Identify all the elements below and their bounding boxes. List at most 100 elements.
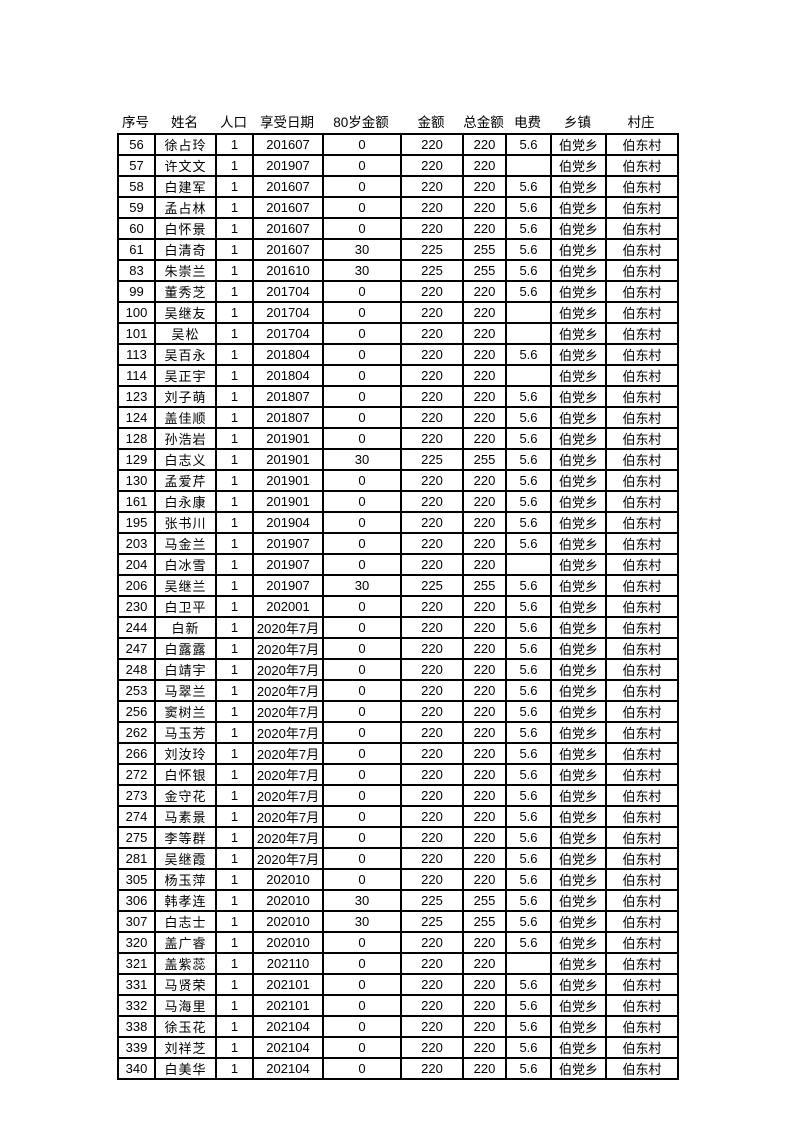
cell-age80_amount: 0 (322, 868, 402, 891)
cell-age80_amount: 0 (322, 385, 402, 408)
cell-population: 1 (215, 1036, 254, 1059)
cell-amount: 220 (400, 952, 464, 975)
cell-amount: 220 (400, 217, 464, 240)
cell-township: 伯党乡 (550, 742, 607, 765)
cell-village: 伯东村 (605, 490, 679, 513)
table-row: 101 吴松 1 201704 0 220 220 伯党乡 伯东村 (117, 322, 679, 345)
cell-township: 伯党乡 (550, 259, 607, 282)
cell-amount: 220 (400, 721, 464, 744)
cell-village: 伯东村 (605, 574, 679, 597)
cell-age80_amount: 0 (322, 931, 402, 954)
cell-age80_amount: 0 (322, 994, 402, 1017)
cell-serial: 124 (117, 406, 156, 429)
cell-population: 1 (215, 385, 254, 408)
table-row: 274 马素景 1 2020年7月 0 220 220 5.6 伯党乡 伯东村 (117, 805, 679, 828)
cell-name: 盖佳顺 (154, 406, 217, 429)
cell-amount: 220 (400, 322, 464, 345)
cell-serial: 244 (117, 616, 156, 639)
cell-total_amount: 220 (462, 385, 507, 408)
cell-electricity_fee: 5.6 (505, 385, 552, 408)
cell-township: 伯党乡 (550, 154, 607, 177)
cell-electricity_fee: 5.6 (505, 280, 552, 303)
cell-enjoy_date: 2020年7月 (252, 616, 324, 639)
table-row: 338 徐玉花 1 202104 0 220 220 5.6 伯党乡 伯东村 (117, 1015, 679, 1038)
cell-name: 马玉芳 (154, 721, 217, 744)
cell-electricity_fee (505, 364, 552, 387)
cell-township: 伯党乡 (550, 343, 607, 366)
cell-amount: 220 (400, 301, 464, 324)
cell-total_amount: 220 (462, 679, 507, 702)
table-row: 60 白怀景 1 201607 0 220 220 5.6 伯党乡 伯东村 (117, 217, 679, 240)
cell-amount: 220 (400, 511, 464, 534)
column-header-total-amount: 总金额 (463, 115, 504, 130)
cell-name: 马翠兰 (154, 679, 217, 702)
cell-serial: 58 (117, 175, 156, 198)
table-row: 123 刘子萌 1 201807 0 220 220 5.6 伯党乡 伯东村 (117, 385, 679, 408)
cell-serial: 247 (117, 637, 156, 660)
cell-amount: 220 (400, 133, 464, 156)
cell-serial: 206 (117, 574, 156, 597)
cell-electricity_fee: 5.6 (505, 1036, 552, 1059)
cell-enjoy_date: 201607 (252, 238, 324, 261)
cell-total_amount: 220 (462, 1015, 507, 1038)
column-header-age80-amount: 80岁金额 (333, 115, 389, 130)
cell-population: 1 (215, 406, 254, 429)
cell-amount: 220 (400, 658, 464, 681)
cell-total_amount: 220 (462, 637, 507, 660)
cell-serial: 272 (117, 763, 156, 786)
cell-amount: 220 (400, 595, 464, 618)
table-row: 273 金守花 1 2020年7月 0 220 220 5.6 伯党乡 伯东村 (117, 784, 679, 807)
cell-serial: 321 (117, 952, 156, 975)
cell-age80_amount: 0 (322, 469, 402, 492)
cell-township: 伯党乡 (550, 427, 607, 450)
cell-enjoy_date: 202101 (252, 994, 324, 1017)
cell-name: 董秀芝 (154, 280, 217, 303)
cell-name: 白新 (154, 616, 217, 639)
cell-enjoy_date: 201610 (252, 259, 324, 282)
cell-population: 1 (215, 658, 254, 681)
cell-township: 伯党乡 (550, 133, 607, 156)
table-row: 248 白靖宇 1 2020年7月 0 220 220 5.6 伯党乡 伯东村 (117, 658, 679, 681)
cell-population: 1 (215, 679, 254, 702)
cell-population: 1 (215, 994, 254, 1017)
cell-name: 白永康 (154, 490, 217, 513)
column-header-amount: 金额 (417, 115, 445, 130)
cell-total_amount: 220 (462, 280, 507, 303)
cell-name: 刘汝玲 (154, 742, 217, 765)
cell-enjoy_date: 201904 (252, 511, 324, 534)
cell-age80_amount: 0 (322, 553, 402, 576)
table-row: 253 马翠兰 1 2020年7月 0 220 220 5.6 伯党乡 伯东村 (117, 679, 679, 702)
cell-township: 伯党乡 (550, 364, 607, 387)
cell-name: 吴继霞 (154, 847, 217, 870)
register-table: 序号 姓名 人口 享受日期 80岁金额 金额 总金额 电费 乡镇 村庄 56 徐占… (117, 112, 679, 1080)
cell-township: 伯党乡 (550, 763, 607, 786)
cell-electricity_fee: 5.6 (505, 532, 552, 555)
cell-total_amount: 255 (462, 889, 507, 912)
cell-enjoy_date: 2020年7月 (252, 847, 324, 870)
cell-village: 伯东村 (605, 154, 679, 177)
table-row: 339 刘祥芝 1 202104 0 220 220 5.6 伯党乡 伯东村 (117, 1036, 679, 1059)
cell-amount: 220 (400, 532, 464, 555)
cell-village: 伯东村 (605, 952, 679, 975)
cell-serial: 307 (117, 910, 156, 933)
cell-amount: 225 (400, 238, 464, 261)
cell-name: 徐占玲 (154, 133, 217, 156)
cell-serial: 273 (117, 784, 156, 807)
cell-total_amount: 220 (462, 364, 507, 387)
cell-amount: 220 (400, 175, 464, 198)
cell-amount: 225 (400, 910, 464, 933)
cell-age80_amount: 0 (322, 154, 402, 177)
cell-amount: 220 (400, 868, 464, 891)
cell-total_amount: 220 (462, 973, 507, 996)
cell-enjoy_date: 202010 (252, 910, 324, 933)
cell-township: 伯党乡 (550, 469, 607, 492)
cell-township: 伯党乡 (550, 532, 607, 555)
cell-population: 1 (215, 511, 254, 534)
cell-electricity_fee: 5.6 (505, 406, 552, 429)
cell-age80_amount: 0 (322, 301, 402, 324)
table-row: 114 吴正宇 1 201804 0 220 220 伯党乡 伯东村 (117, 364, 679, 387)
column-header-population: 人口 (220, 115, 247, 130)
cell-age80_amount: 0 (322, 847, 402, 870)
cell-township: 伯党乡 (550, 574, 607, 597)
cell-age80_amount: 0 (322, 616, 402, 639)
